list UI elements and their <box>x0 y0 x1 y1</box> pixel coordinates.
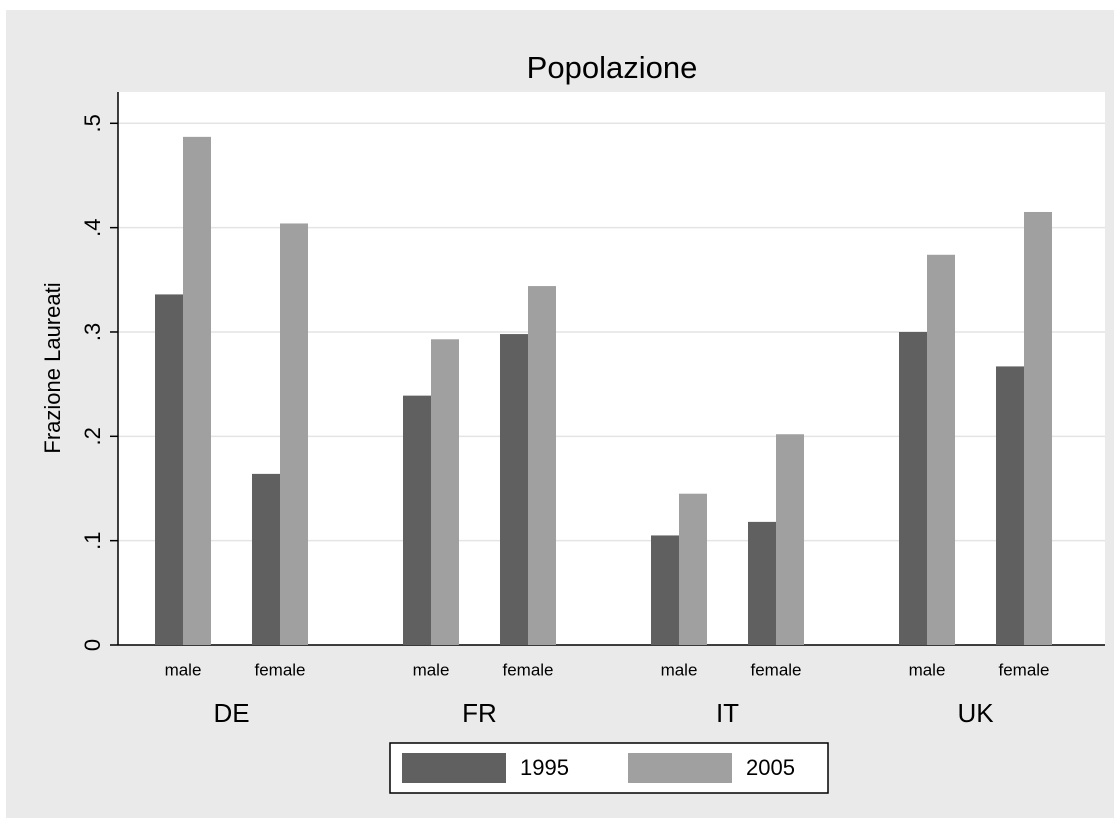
y-tick-label: .2 <box>80 427 105 445</box>
bar <box>403 395 431 645</box>
x-tick-label: female <box>502 660 553 679</box>
group-label: DE <box>213 698 249 728</box>
y-tick-label: 0 <box>80 639 105 651</box>
bar <box>280 223 308 645</box>
legend-label: 2005 <box>746 755 795 780</box>
x-tick-label: male <box>909 660 946 679</box>
x-tick-label: male <box>413 660 450 679</box>
legend-swatch <box>402 753 506 783</box>
bar <box>252 473 280 645</box>
bar <box>1024 211 1052 645</box>
legend-label: 1995 <box>520 755 569 780</box>
bar <box>528 286 556 645</box>
bar <box>155 294 183 645</box>
group-label: IT <box>716 698 739 728</box>
y-tick-label: .1 <box>80 531 105 549</box>
bar <box>431 339 459 645</box>
x-tick-label: female <box>750 660 801 679</box>
y-tick-label: .5 <box>80 114 105 132</box>
x-tick-label: male <box>165 660 202 679</box>
bar <box>899 331 927 645</box>
bar <box>679 493 707 645</box>
bar <box>748 521 776 645</box>
bar <box>776 434 804 645</box>
y-tick-label: .3 <box>80 323 105 341</box>
group-label: FR <box>462 698 497 728</box>
bar <box>996 366 1024 645</box>
bar <box>927 254 955 645</box>
bar <box>500 334 528 645</box>
chart-title: Popolazione <box>527 50 698 85</box>
bar <box>651 535 679 645</box>
legend-swatch <box>628 753 732 783</box>
y-tick-label: .4 <box>80 218 105 236</box>
group-label: UK <box>957 698 994 728</box>
x-tick-label: female <box>254 660 305 679</box>
bar <box>183 136 211 646</box>
x-tick-label: male <box>661 660 698 679</box>
y-axis-label: Frazione Laureati <box>40 282 65 453</box>
x-tick-label: female <box>998 660 1049 679</box>
